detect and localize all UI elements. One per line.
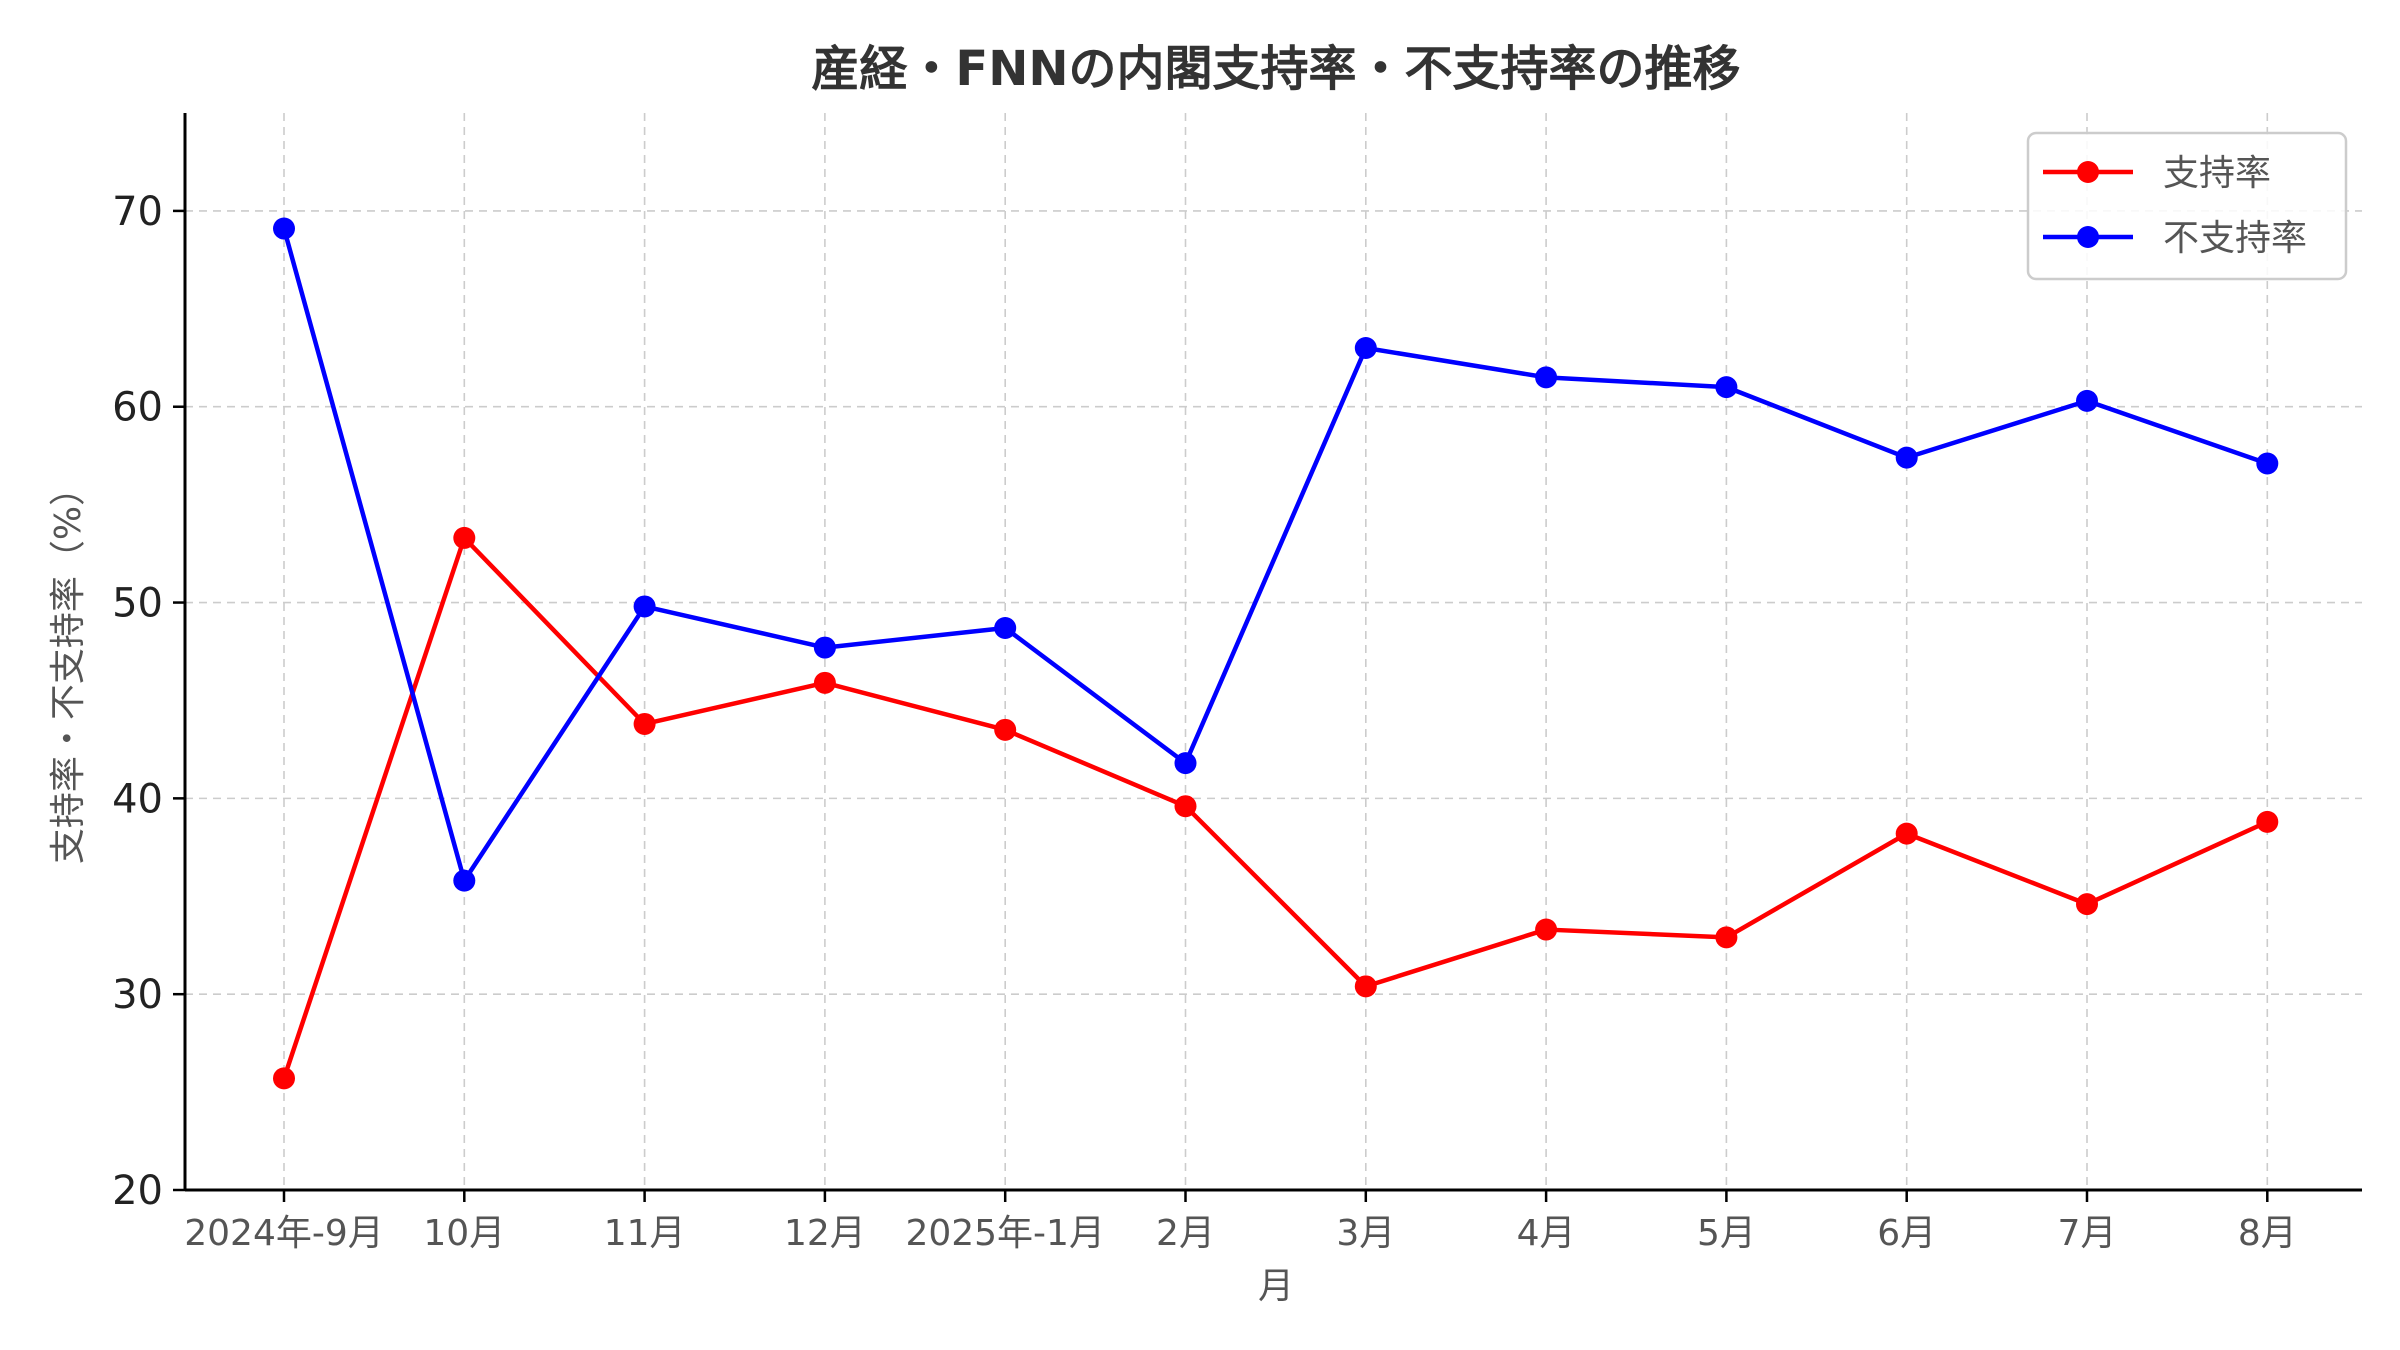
x-tick-label: 3月 (1336, 1213, 1395, 1254)
legend-label: 支持率 (2163, 153, 2271, 194)
data-point (2256, 810, 2279, 833)
x-tick-label: 6月 (1877, 1213, 1936, 1254)
legend-marker (2077, 226, 2099, 248)
x-axis-ticks: 2024年-9月 10月 11月 12月 2025年-1月 2月 3月 4月 5月 6月 7月 8月 (184, 1190, 2297, 1254)
data-point (1895, 822, 1918, 845)
chart-title: 産経・FNNの内閣支持率・不支持率の推移 (811, 41, 1740, 97)
x-tick-label: 7月 (2058, 1213, 2117, 1254)
data-point (1715, 376, 1738, 399)
data-point (2076, 893, 2098, 916)
data-point (813, 671, 836, 694)
y-axis-label: 支持率・不支持率（%） (48, 470, 89, 864)
data-point (2256, 452, 2279, 475)
data-point (1174, 795, 1197, 818)
series-layer (273, 217, 2279, 1090)
series-line (281, 535, 2269, 1080)
data-point (1174, 752, 1197, 775)
y-axis-ticks: 20 30 40 50 60 70 (112, 189, 185, 1214)
legend-marker (2077, 161, 2099, 183)
data-point (273, 217, 295, 240)
data-point (994, 718, 1017, 741)
data-point (1354, 336, 1377, 359)
series-1 (273, 526, 2279, 1090)
y-tick-label: 70 (112, 189, 163, 235)
data-point (994, 617, 1017, 640)
axes (183, 113, 2362, 1192)
data-point (633, 712, 656, 735)
x-tick-label: 4月 (1517, 1213, 1576, 1254)
data-point (633, 595, 656, 618)
data-point (453, 526, 476, 549)
data-point (813, 636, 836, 659)
legend-box (2026, 131, 2348, 281)
x-axis-label: 月 (1258, 1266, 1294, 1307)
data-point (1535, 366, 1558, 389)
legend-label: 不支持率 (2163, 218, 2307, 259)
series-line (281, 227, 2269, 883)
y-tick-label: 40 (112, 776, 163, 822)
x-tick-label: 2024年-9月 (184, 1213, 384, 1254)
x-tick-label: 10月 (423, 1213, 505, 1254)
y-tick-label: 50 (112, 581, 163, 627)
x-tick-label: 2月 (1156, 1213, 1215, 1254)
x-tick-label: 11月 (604, 1213, 686, 1254)
series-2 (273, 217, 2279, 892)
data-point (2076, 389, 2098, 412)
data-point (1715, 926, 1738, 949)
x-tick-label: 12月 (784, 1213, 866, 1254)
data-point (273, 1067, 295, 1090)
x-tick-label: 2025年-1月 (905, 1213, 1105, 1254)
data-point (1354, 975, 1377, 998)
y-tick-label: 20 (112, 1168, 163, 1214)
data-point (1535, 918, 1558, 941)
y-tick-label: 60 (112, 385, 163, 431)
y-tick-label: 30 (112, 972, 163, 1018)
x-tick-label: 8月 (2238, 1213, 2297, 1254)
x-tick-label: 5月 (1697, 1213, 1756, 1254)
data-point (453, 869, 476, 892)
data-point (1895, 446, 1918, 469)
